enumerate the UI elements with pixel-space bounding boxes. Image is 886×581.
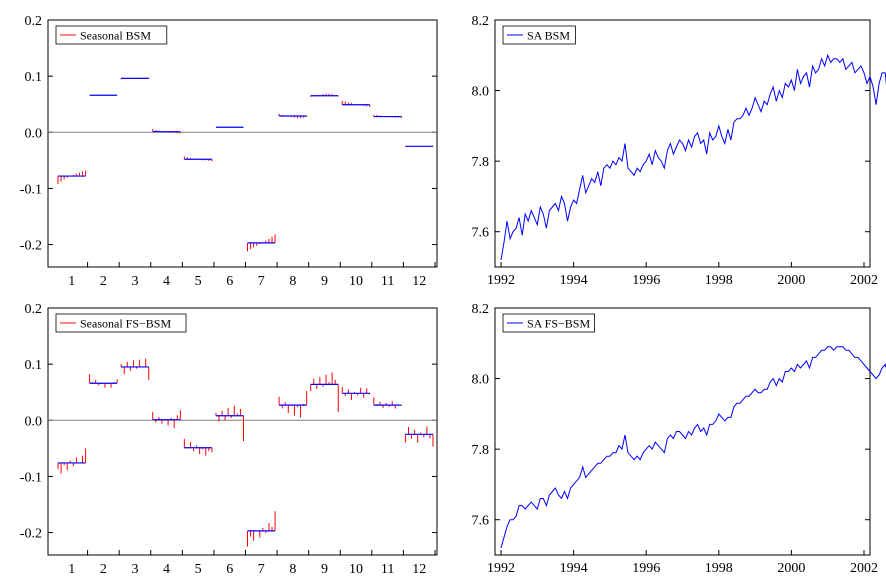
sa-series-line [501, 55, 886, 260]
y-tick-label: 7.8 [472, 155, 490, 170]
x-tick-label: 9 [321, 274, 328, 289]
y-tick-label: 0.1 [25, 70, 43, 85]
x-tick-label: 1 [68, 562, 75, 576]
x-tick-label: 1992 [487, 273, 515, 288]
y-tick-label: -0.1 [20, 182, 42, 197]
y-tick-label: -0.2 [20, 527, 42, 542]
x-tick-label: 2002 [850, 561, 878, 576]
plot-frame [48, 20, 437, 267]
y-tick-label: 8.2 [472, 14, 490, 29]
y-tick-label: 7.8 [472, 443, 490, 458]
x-tick-label: 1994 [560, 273, 588, 288]
x-tick-label: 10 [349, 562, 363, 576]
x-tick-label: 6 [226, 562, 233, 576]
x-tick-label: 5 [195, 274, 202, 289]
legend-label: Seasonal FS−BSM [80, 317, 171, 331]
x-tick-label: 2002 [850, 273, 878, 288]
legend-label: Seasonal BSM [80, 29, 151, 43]
plot-frame [495, 308, 870, 555]
x-tick-label: 2 [100, 562, 107, 576]
x-tick-label: 2000 [777, 561, 805, 576]
x-tick-label: 2 [100, 274, 107, 289]
y-tick-label: 8.2 [472, 302, 490, 317]
y-tick-label: 7.6 [472, 226, 490, 241]
x-tick-label: 1 [68, 274, 75, 289]
plot-frame [48, 308, 437, 555]
x-tick-label: 11 [381, 562, 394, 576]
x-tick-label: 1992 [487, 561, 515, 576]
x-tick-label: 3 [131, 562, 138, 576]
y-tick-label: 0.2 [25, 302, 43, 317]
x-tick-label: 10 [349, 274, 363, 289]
x-tick-label: 8 [289, 274, 296, 289]
x-tick-label: 6 [226, 274, 233, 289]
x-tick-label: 1998 [705, 273, 733, 288]
y-tick-label: 7.6 [472, 514, 490, 529]
y-tick-label: -0.1 [20, 470, 42, 485]
y-tick-label: 0.2 [25, 14, 43, 29]
legend-label: SA FS−BSM [527, 317, 590, 331]
y-tick-label: 0.1 [25, 358, 43, 373]
x-tick-label: 9 [321, 562, 328, 576]
panel-sa-bsm: 7.6 7.8 8.0 8.2 1992 1994 1996 1998 2000 2002 SA B… [472, 14, 886, 288]
y-tick-label: 0.0 [25, 126, 43, 141]
legend-label: SA BSM [527, 29, 570, 43]
x-tick-label: 5 [195, 562, 202, 576]
x-tick-label: 11 [381, 274, 394, 289]
x-tick-label: 1996 [632, 561, 660, 576]
y-tick-label: 8.0 [472, 373, 490, 388]
x-tick-label: 7 [258, 562, 265, 576]
x-tick-label: 1994 [560, 561, 588, 576]
x-tick-label: 12 [412, 562, 426, 576]
x-tick-label: 12 [412, 274, 426, 289]
x-tick-label: 1996 [632, 273, 660, 288]
x-tick-label: 1998 [705, 561, 733, 576]
y-tick-label: 8.0 [472, 85, 490, 100]
x-tick-label: 7 [258, 274, 265, 289]
panel-sa-fs-bsm: 7.6 7.8 8.0 8.2 1992 1994 1996 1998 2000 2002 SA F… [472, 302, 886, 576]
x-tick-label: 4 [163, 274, 170, 289]
y-tick-label: -0.2 [20, 239, 42, 254]
x-tick-label: 3 [131, 274, 138, 289]
x-tick-label: 2000 [777, 273, 805, 288]
x-tick-label: 4 [163, 562, 170, 576]
x-tick-label: 8 [289, 562, 296, 576]
sa-series-line [501, 347, 886, 548]
y-tick-label: 0.0 [25, 414, 43, 429]
